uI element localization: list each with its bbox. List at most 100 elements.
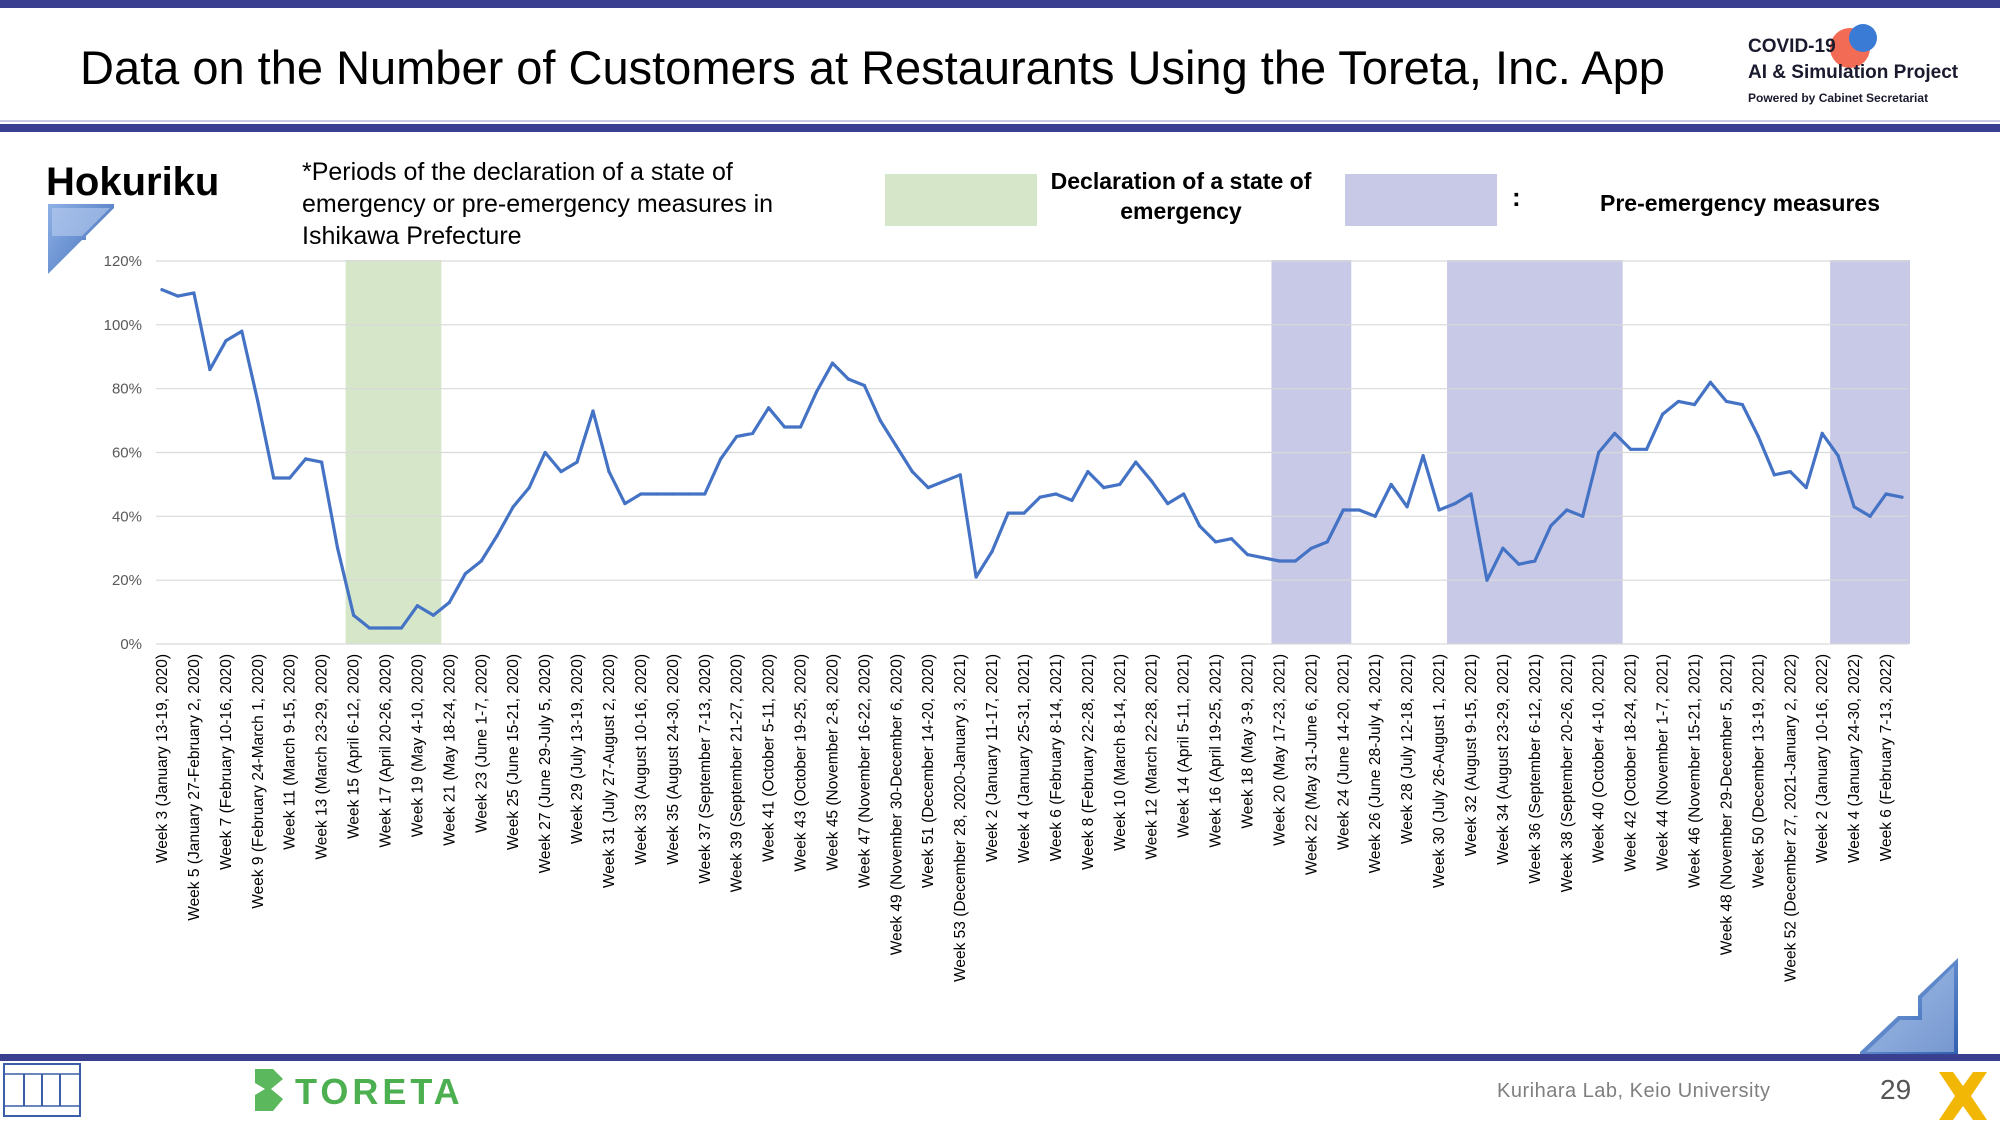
data-point: [1341, 508, 1345, 512]
data-point: [383, 626, 388, 630]
x-tick-label: Week 28 (July 12-18, 2021): [1399, 654, 1416, 844]
x-logo: [1935, 1068, 1991, 1124]
x-tick-label: Week 41 (October 5-11, 2020): [761, 654, 778, 862]
x-tick-label: Week 23 (June 1-7, 2020): [473, 654, 490, 833]
data-point: [958, 473, 962, 477]
x-tick-label: Week 19 (May 4-10, 2020): [409, 654, 426, 837]
data-point: [719, 457, 723, 461]
data-point: [1549, 524, 1553, 528]
data-point: [1788, 470, 1792, 474]
data-point: [1501, 546, 1505, 550]
data-point: [814, 390, 819, 394]
data-point: [1102, 486, 1106, 490]
data-point: [431, 613, 435, 617]
data-point: [1756, 434, 1760, 439]
x-tick-label: Week 50 (December 13-19, 2021): [1750, 654, 1767, 888]
toreta-wordmark: TORETA: [295, 1071, 464, 1112]
x-tick-label: Week 53 (December 28, 2020-January 3, 20…: [952, 654, 969, 982]
x-tick-label: Week 29 (July 13-19, 2020): [569, 654, 586, 844]
x-tick-label: Week 43 (October 19-25, 2020): [793, 654, 810, 872]
x-tick-label: Week 14 (April 5-11, 2021): [1176, 654, 1193, 838]
data-point: [1166, 501, 1170, 506]
data-point: [878, 418, 882, 423]
data-point: [1517, 562, 1521, 566]
data-point: [1644, 447, 1649, 451]
data-point: [1182, 492, 1186, 496]
x-tick-label: Week 45 (November 2-8, 2020): [824, 654, 841, 871]
data-point: [1836, 454, 1840, 458]
covid-project-logo: COVID-19 AI & Simulation Project Powered…: [1746, 22, 1996, 112]
data-point: [176, 294, 180, 298]
data-point: [1421, 454, 1425, 458]
data-point: [655, 492, 659, 496]
y-tick-label: 0%: [120, 636, 142, 653]
data-point: [1118, 482, 1122, 487]
y-tick-label: 40%: [112, 508, 142, 525]
series-line: [160, 288, 1904, 630]
legend-pre-emergency-swatch: [1345, 174, 1497, 226]
footer-lab-name: Kurihara Lab, Keio University: [1497, 1080, 1771, 1102]
x-tick-label: Week 51 (December 14-20, 2020): [920, 654, 937, 888]
data-point: [1038, 495, 1042, 499]
data-point: [479, 559, 483, 563]
x-tick-label: Week 40 (October 4-10, 2021): [1591, 654, 1608, 863]
y-tick-label: 120%: [104, 253, 142, 270]
data-point: [288, 476, 292, 480]
x-tick-label: Week 37 (September 7-13, 2020): [697, 654, 714, 884]
data-point: [846, 377, 851, 381]
data-point: [240, 329, 244, 333]
data-point: [1453, 501, 1457, 506]
logo-line3: Powered by Cabinet Secretariat: [1748, 91, 1929, 105]
data-point: [399, 626, 404, 630]
x-tick-label: Week 30 (July 26-August 1, 2021): [1431, 654, 1448, 888]
corner-decoration-top-left-icon: [48, 204, 114, 306]
data-point: [1261, 556, 1266, 560]
top-accent-bar: [0, 0, 2000, 8]
data-point: [1022, 511, 1026, 515]
data-point: [703, 492, 707, 496]
data-point: [527, 486, 531, 490]
data-point: [1708, 380, 1713, 384]
x-tick-label: Week 12 (March 22-28, 2021): [1144, 654, 1161, 860]
x-tick-label: Week 4 (January 24-30, 2022): [1846, 654, 1863, 863]
data-point: [575, 460, 579, 464]
data-point: [256, 399, 260, 404]
keio-lab-logo: [2, 1060, 82, 1120]
data-point: [1245, 553, 1250, 557]
x-tick-label: Week 16 (April 19-25, 2021): [1208, 654, 1225, 848]
data-point: [1852, 505, 1856, 509]
data-point: [894, 444, 898, 448]
x-tick-label: Week 7 (February 10-16, 2020): [218, 654, 235, 870]
y-tick-label: 60%: [112, 445, 142, 462]
x-tick-label: Week 4 (January 25-31, 2021): [1016, 654, 1033, 863]
legend-colon: :: [1512, 182, 1521, 212]
y-tick-label: 20%: [112, 572, 142, 589]
data-point: [367, 626, 372, 630]
data-point: [559, 470, 563, 474]
x-tick-label: Week 5 (January 27-February 2, 2020): [186, 654, 203, 921]
data-point: [767, 406, 771, 410]
data-point: [751, 431, 755, 435]
data-point: [735, 434, 739, 439]
region-title: Hokuriku: [46, 160, 220, 204]
x-tick-label: Week 2 (January 11-17, 2021): [984, 654, 1001, 862]
data-point: [862, 383, 866, 388]
data-point: [543, 450, 547, 455]
x-tick-label: Week 22 (May 31-June 6, 2021): [1303, 654, 1320, 875]
data-point: [1357, 508, 1361, 512]
data-point: [607, 470, 611, 474]
legend-emergency-label: Declaration of a state of emergency: [1050, 168, 1312, 224]
x-tick-label: Week 6 (February 7-13, 2022): [1878, 654, 1895, 861]
data-point: [192, 291, 196, 295]
y-tick-label: 80%: [112, 381, 142, 398]
x-tick-label: Week 49 (November 30-December 6, 2020): [888, 654, 905, 955]
data-point: [1405, 505, 1409, 509]
data-point: [1804, 486, 1808, 490]
x-tick-label: Week 6 (February 8-14, 2021): [1048, 654, 1065, 861]
data-point: [1868, 514, 1872, 518]
page-number: 29: [1880, 1074, 1912, 1105]
toreta-leaf-icon: [255, 1069, 283, 1111]
data-point: [1485, 578, 1489, 582]
x-tick-label: Week 15 (April 6-12, 2020): [346, 654, 363, 839]
x-tick-label: Week 10 (March 8-14, 2021): [1112, 654, 1129, 851]
